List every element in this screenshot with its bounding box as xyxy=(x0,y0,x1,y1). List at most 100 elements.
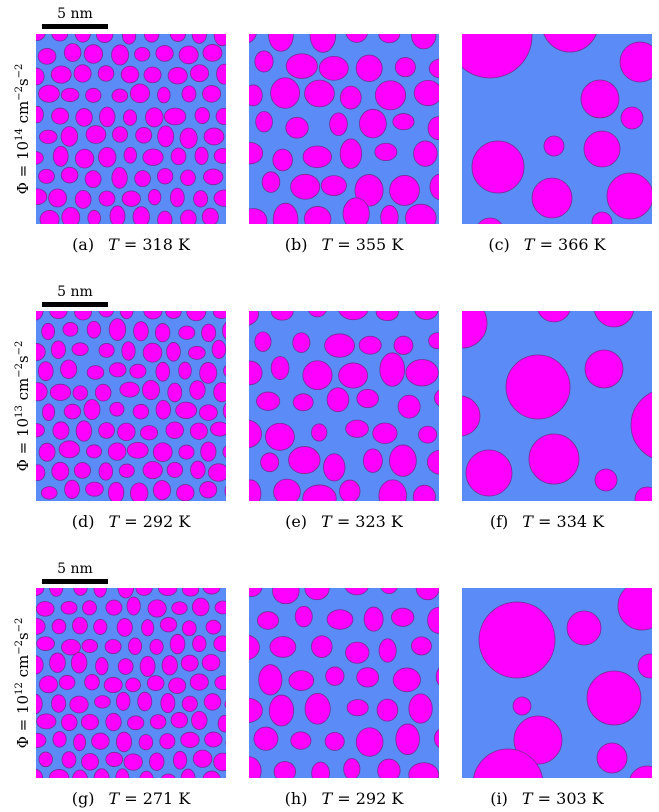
particle xyxy=(128,716,144,730)
scale-bar-line xyxy=(42,302,108,307)
particle xyxy=(393,114,414,130)
ylabel-unit: s xyxy=(14,78,32,86)
ylabel-unit: s xyxy=(14,355,32,363)
particle xyxy=(204,694,221,710)
particle xyxy=(52,695,66,713)
particle xyxy=(110,402,124,416)
particle xyxy=(327,388,349,412)
particle xyxy=(60,360,76,379)
particle xyxy=(52,462,69,480)
particle xyxy=(256,111,273,132)
particle xyxy=(96,658,109,675)
particle xyxy=(136,127,152,143)
caption-letter: (h) xyxy=(285,789,308,808)
particle xyxy=(39,85,60,102)
particle xyxy=(581,80,619,118)
ylabel-prefix: Φ = 10 xyxy=(14,695,32,749)
caption-letter: (i) xyxy=(490,789,508,808)
particle xyxy=(150,639,163,654)
ylabel-exp: −2 xyxy=(14,341,25,356)
particle xyxy=(42,404,54,421)
particle xyxy=(293,394,313,411)
particle xyxy=(133,207,150,224)
caption-letter: (a) xyxy=(72,235,94,254)
particle xyxy=(621,107,643,129)
caption-symbol: T xyxy=(321,235,332,254)
particle xyxy=(595,469,617,491)
particle xyxy=(179,326,195,339)
particle xyxy=(61,88,79,101)
particle xyxy=(344,759,360,778)
particle xyxy=(63,322,78,336)
panel-b xyxy=(249,34,439,224)
particle xyxy=(122,342,135,360)
scale-bar-label: 5 nm xyxy=(42,561,108,577)
particle xyxy=(274,479,301,501)
particle xyxy=(87,445,102,458)
scale-bar-line xyxy=(42,24,108,29)
particle xyxy=(106,600,122,615)
caption-symbol: T xyxy=(522,512,533,531)
particle xyxy=(82,601,96,615)
particle xyxy=(303,361,332,390)
particle xyxy=(75,191,91,209)
particle xyxy=(53,732,66,748)
particle xyxy=(72,343,88,356)
panel-h-image xyxy=(249,588,439,778)
particle xyxy=(190,65,208,82)
particle xyxy=(190,423,207,439)
particle xyxy=(295,606,312,627)
particle xyxy=(286,54,317,79)
particle xyxy=(363,449,382,473)
particle xyxy=(305,693,330,724)
caption-letter: (g) xyxy=(72,789,95,808)
particle xyxy=(99,423,115,439)
particle xyxy=(180,210,196,224)
particle xyxy=(357,389,379,407)
particle xyxy=(85,674,100,690)
particle xyxy=(37,714,56,729)
particle xyxy=(343,198,369,224)
panel-a-image xyxy=(36,34,226,224)
caption-symbol: T xyxy=(108,512,119,531)
caption-f: (f) T = 334 K xyxy=(437,512,657,532)
particle xyxy=(156,45,173,61)
particle xyxy=(167,342,181,361)
particle xyxy=(142,380,159,399)
caption-value: = 318 K xyxy=(124,235,190,254)
particle xyxy=(110,206,125,224)
panel-e xyxy=(249,311,439,501)
particle xyxy=(61,601,77,614)
panel-g xyxy=(36,588,226,778)
panel-a xyxy=(36,34,226,224)
particle xyxy=(390,175,420,205)
ylabel-exp: 13 xyxy=(14,405,25,418)
particle xyxy=(124,754,142,770)
caption-symbol: T xyxy=(321,789,332,808)
particle xyxy=(356,55,382,81)
particle xyxy=(381,205,399,224)
ylabel-exp: −2 xyxy=(14,64,25,79)
particle xyxy=(291,174,320,199)
particle xyxy=(214,382,226,401)
particle xyxy=(95,384,111,401)
particle xyxy=(41,487,57,500)
caption-value: = 366 K xyxy=(540,235,606,254)
particle xyxy=(51,66,71,83)
particle xyxy=(126,678,141,692)
particle xyxy=(211,422,226,436)
particle xyxy=(109,363,126,377)
particle xyxy=(51,341,65,359)
particle xyxy=(257,612,278,630)
particle xyxy=(199,405,217,421)
particle xyxy=(172,602,187,615)
caption-value: = 355 K xyxy=(337,235,403,254)
particle xyxy=(173,751,186,769)
particle xyxy=(567,611,601,645)
scale-bar-label: 5 nm xyxy=(42,6,108,22)
particle xyxy=(156,362,170,381)
row1-y-label: Φ = 1014 cm−2s−2 xyxy=(10,34,30,224)
particle xyxy=(340,480,360,501)
particle xyxy=(271,356,289,379)
particle xyxy=(327,610,353,630)
